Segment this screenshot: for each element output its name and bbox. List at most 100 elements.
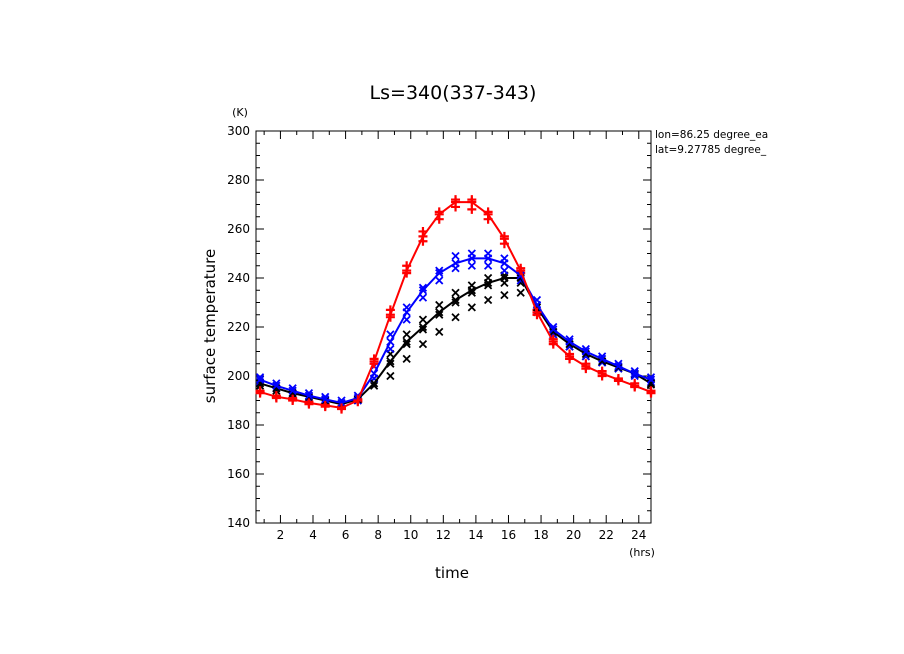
scatter-point [435, 327, 444, 337]
scatter-point [418, 315, 428, 324]
y-tick-label: 220 [227, 320, 250, 334]
series-point [402, 266, 412, 276]
scatter-point [451, 288, 460, 297]
scatter-point [418, 325, 428, 334]
series-point [646, 375, 656, 384]
y-axis-unit: (K) [232, 106, 248, 119]
scatter-point [435, 310, 444, 319]
y-tick-label: 300 [227, 124, 250, 138]
series-point [597, 354, 607, 363]
x-tick-label: 18 [533, 528, 548, 542]
scatter-point [435, 300, 444, 310]
scatter-point [451, 298, 460, 307]
scatter-point [451, 313, 460, 322]
series-point [272, 381, 281, 390]
series-point [500, 259, 509, 268]
series-point [386, 357, 395, 366]
series-point [565, 340, 574, 349]
series-point [597, 369, 607, 379]
x-tick-label: 12 [436, 528, 451, 542]
y-tick-label: 240 [227, 271, 250, 285]
series-point [565, 351, 575, 361]
series-point [288, 386, 297, 395]
series-point [385, 310, 395, 320]
y-tick-label: 200 [227, 369, 250, 383]
scatter-point [500, 291, 509, 300]
series-point [304, 391, 314, 400]
series-point [321, 395, 330, 404]
plot-frame [255, 130, 652, 524]
scatter-point [369, 381, 379, 390]
scatter-point [402, 340, 411, 349]
scatter-point [402, 354, 411, 363]
series-point [581, 347, 590, 356]
scatter-point [483, 295, 493, 305]
series-point [369, 379, 379, 388]
y-tick-label: 280 [227, 173, 250, 187]
series-point [532, 307, 542, 317]
scatter-point [467, 303, 476, 312]
scatter-point [467, 261, 476, 270]
series-point [418, 286, 428, 295]
series-point [369, 356, 379, 366]
x-tick-label: 14 [468, 528, 483, 542]
series-point [386, 337, 395, 346]
scatter-point [435, 266, 444, 275]
series-point [418, 231, 428, 241]
series-point [369, 369, 379, 378]
series-point [451, 197, 461, 207]
series-point [630, 369, 639, 378]
scatter-point [483, 261, 493, 270]
y-axis-label: surface temperature [201, 249, 219, 404]
series-point [255, 375, 265, 384]
series-point [500, 273, 509, 283]
chart-title: Ls=340(337-343) [370, 82, 537, 104]
series-point [467, 254, 476, 263]
series-point [516, 266, 526, 276]
series-line [259, 277, 652, 406]
x-tick-label: 8 [374, 528, 382, 542]
series-point [467, 197, 477, 207]
x-tick-label: 6 [342, 528, 350, 542]
series-point [630, 381, 640, 391]
series-point [320, 400, 330, 410]
x-tick-label: 24 [631, 528, 646, 542]
series-point [255, 387, 265, 397]
x-tick-label: 2 [277, 528, 285, 542]
series-point [402, 308, 411, 317]
series-point [467, 286, 476, 295]
scatter-point [402, 330, 411, 339]
series-point [565, 337, 574, 346]
scatter-point [386, 371, 395, 381]
series-line [259, 201, 652, 409]
series-point [549, 325, 558, 334]
series-point [434, 209, 444, 219]
scatter-point [418, 283, 428, 292]
y-tick-label: 180 [227, 418, 250, 432]
series-point [337, 403, 347, 413]
scatter-point [467, 288, 476, 297]
series-point [435, 268, 444, 278]
scatter-point [500, 266, 509, 275]
x-axis-label: time [435, 564, 469, 582]
series-point [613, 375, 623, 385]
y-tick-label: 140 [227, 516, 250, 530]
series-point [549, 327, 558, 337]
x-tick-label: 4 [309, 528, 317, 542]
scatter-point [418, 340, 428, 349]
x-tick-label: 22 [599, 528, 614, 542]
series-point [499, 234, 509, 244]
series-point [483, 209, 493, 219]
series-point [402, 337, 411, 346]
series-point [418, 322, 428, 332]
plot-area: 2 4 6 8 10 12 14 16 18 20 22 2414016018020022024026… [227, 124, 656, 542]
x-tick-label: 16 [501, 528, 516, 542]
latitude-annotation: lat=9.27785 degree_ [655, 144, 767, 156]
series-point [646, 387, 656, 397]
series-point [581, 361, 591, 371]
series-point [614, 362, 623, 371]
series-point [271, 392, 281, 402]
scatter-point [451, 251, 460, 261]
series-point [304, 398, 314, 408]
